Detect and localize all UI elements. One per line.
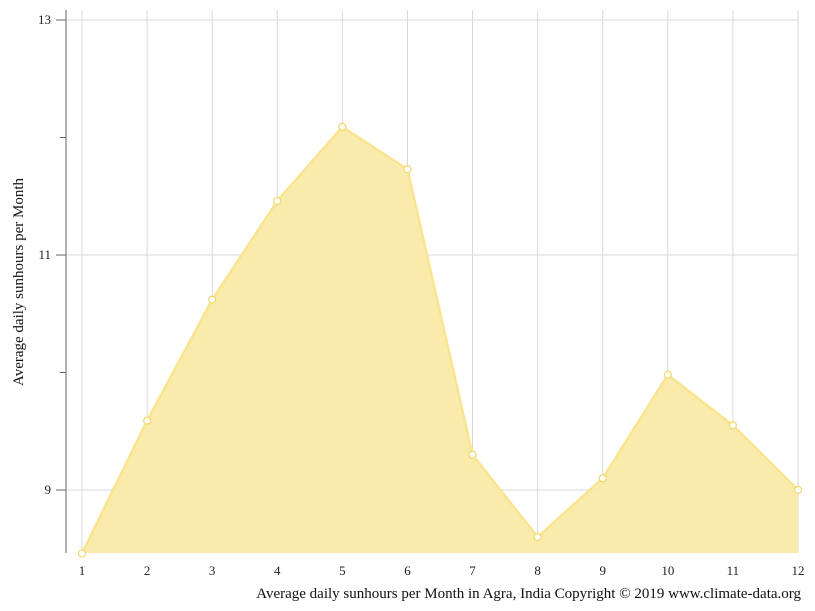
x-tick-label: 6 bbox=[404, 563, 411, 578]
data-point bbox=[663, 370, 672, 379]
x-tick-label: 4 bbox=[274, 563, 281, 578]
data-point bbox=[338, 122, 347, 132]
x-tick-label: 9 bbox=[599, 563, 606, 578]
x-tick-label: 5 bbox=[339, 563, 346, 578]
x-tick-label: 12 bbox=[792, 563, 805, 578]
data-point bbox=[793, 485, 803, 495]
series-line bbox=[80, 125, 799, 555]
data-point bbox=[468, 450, 477, 459]
y-tick-label: 9 bbox=[45, 482, 52, 497]
x-axis-title: Average daily sunhours per Month in Agra… bbox=[256, 586, 801, 602]
y-axis-title: Average daily sunhours per Month bbox=[11, 178, 27, 387]
y-tick-label: 11 bbox=[38, 247, 51, 262]
x-tick-label: 10 bbox=[661, 563, 674, 578]
data-point bbox=[403, 165, 412, 174]
x-tick-label: 7 bbox=[469, 563, 476, 578]
data-point bbox=[142, 416, 152, 425]
data-point bbox=[273, 196, 282, 206]
data-point bbox=[728, 421, 738, 430]
data-point bbox=[598, 474, 607, 483]
data-point bbox=[77, 549, 87, 558]
x-tick-label: 3 bbox=[209, 563, 216, 578]
x-tick-label: 8 bbox=[534, 563, 541, 578]
axes bbox=[56, 10, 67, 553]
x-tick-label: 11 bbox=[727, 563, 740, 578]
area-fill bbox=[82, 126, 798, 554]
data-point bbox=[533, 532, 542, 542]
data-point bbox=[208, 295, 217, 304]
x-tick-label: 1 bbox=[79, 563, 86, 578]
x-tick-label: 2 bbox=[144, 563, 151, 578]
area-series bbox=[77, 122, 803, 558]
y-tick-label: 13 bbox=[38, 12, 51, 27]
